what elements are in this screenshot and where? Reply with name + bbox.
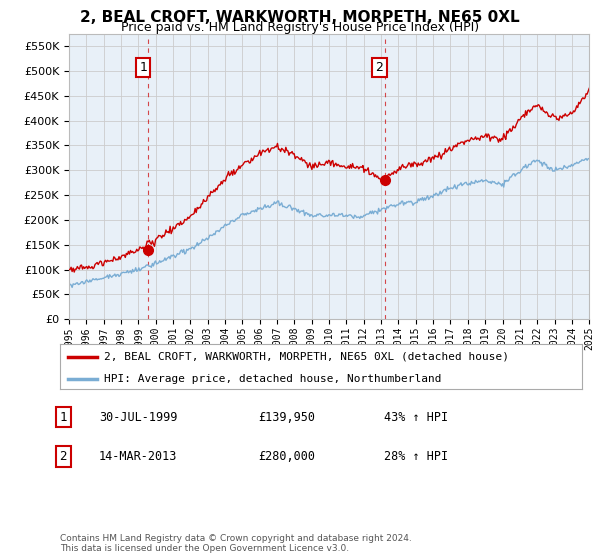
Text: 28% ↑ HPI: 28% ↑ HPI bbox=[384, 450, 448, 463]
Text: 2: 2 bbox=[59, 450, 67, 463]
Text: 2, BEAL CROFT, WARKWORTH, MORPETH, NE65 0XL (detached house): 2, BEAL CROFT, WARKWORTH, MORPETH, NE65 … bbox=[104, 352, 509, 362]
Text: 43% ↑ HPI: 43% ↑ HPI bbox=[384, 410, 448, 424]
Text: 1: 1 bbox=[139, 62, 147, 74]
Text: £139,950: £139,950 bbox=[258, 410, 315, 424]
Text: 1: 1 bbox=[59, 410, 67, 424]
Text: HPI: Average price, detached house, Northumberland: HPI: Average price, detached house, Nort… bbox=[104, 374, 442, 384]
Text: Contains HM Land Registry data © Crown copyright and database right 2024.
This d: Contains HM Land Registry data © Crown c… bbox=[60, 534, 412, 553]
Text: 14-MAR-2013: 14-MAR-2013 bbox=[99, 450, 178, 463]
Text: 30-JUL-1999: 30-JUL-1999 bbox=[99, 410, 178, 424]
Text: 2, BEAL CROFT, WARKWORTH, MORPETH, NE65 0XL: 2, BEAL CROFT, WARKWORTH, MORPETH, NE65 … bbox=[80, 10, 520, 25]
Text: Price paid vs. HM Land Registry's House Price Index (HPI): Price paid vs. HM Land Registry's House … bbox=[121, 21, 479, 34]
Text: £280,000: £280,000 bbox=[258, 450, 315, 463]
Text: 2: 2 bbox=[376, 62, 383, 74]
